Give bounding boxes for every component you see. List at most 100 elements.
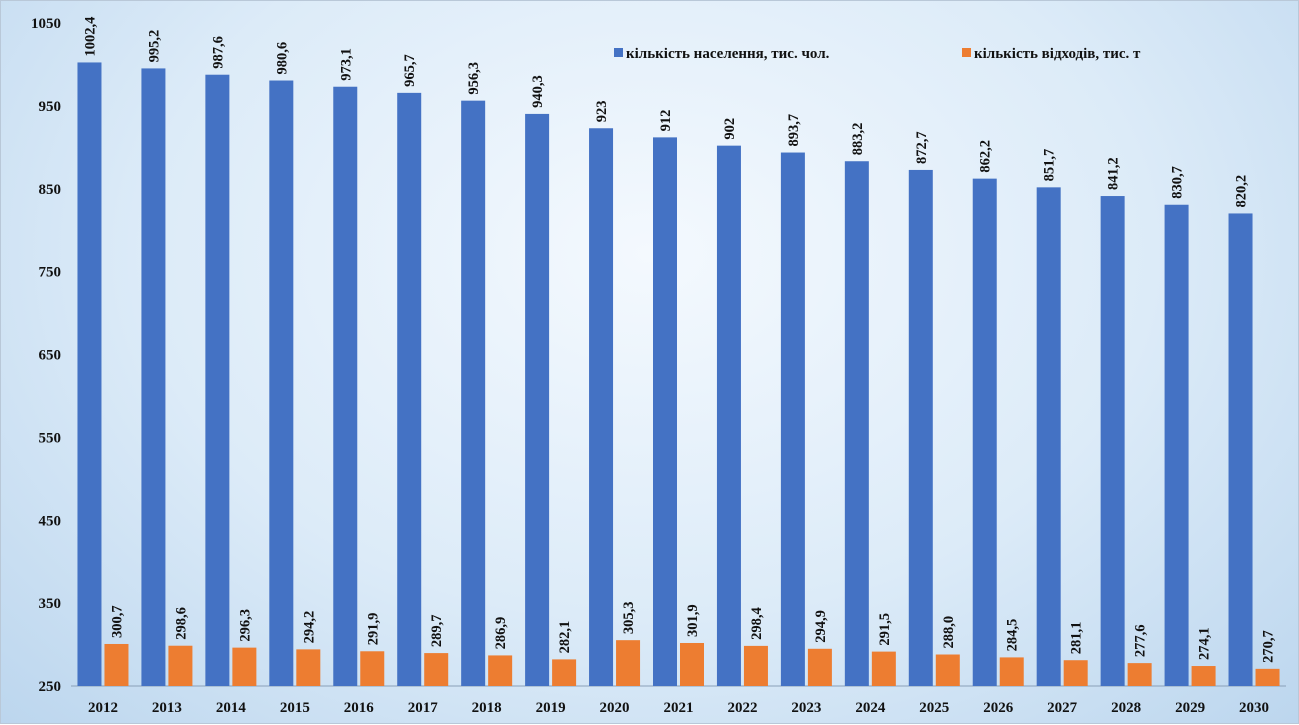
data-label-waste: 289,7 <box>429 614 445 647</box>
y-tick-label: 650 <box>39 348 62 364</box>
data-label-waste: 294,9 <box>813 610 829 643</box>
bar-population <box>77 62 102 687</box>
y-tick-label: 750 <box>39 265 62 281</box>
y-tick-label: 450 <box>39 513 62 529</box>
bar-population <box>908 169 933 686</box>
bar-waste <box>1191 666 1216 686</box>
data-label-population: 830,7 <box>1170 166 1186 199</box>
data-label-waste: 294,2 <box>301 611 317 644</box>
legend-label-waste: кількість відходів, тис. т <box>974 46 1141 62</box>
bar-population <box>397 92 422 686</box>
bar-waste <box>807 648 832 686</box>
bar-population <box>205 74 230 687</box>
bar-population <box>461 100 486 687</box>
data-label-population: 862,2 <box>978 140 994 173</box>
bar-population <box>1164 204 1189 686</box>
x-tick-label: 2026 <box>983 700 1014 716</box>
y-tick-label: 350 <box>39 596 62 612</box>
data-label-population: 923 <box>594 101 610 123</box>
bar-population <box>525 113 550 686</box>
bar-population <box>1228 213 1253 686</box>
bar-waste <box>296 649 321 686</box>
y-tick-label: 950 <box>39 99 62 115</box>
bar-waste <box>680 642 704 686</box>
bar-waste <box>1127 663 1152 686</box>
data-label-waste: 286,9 <box>493 617 509 650</box>
x-tick-label: 2012 <box>88 700 118 716</box>
data-label-population: 980,6 <box>274 42 290 75</box>
data-label-waste: 284,5 <box>1005 619 1021 652</box>
data-label-population: 965,7 <box>402 54 418 87</box>
data-labels: 1002,4 300,7 995,2 298,6 987,6 296,3 980,6 294,… <box>82 17 1276 663</box>
data-label-waste: 291,5 <box>877 613 893 646</box>
y-tick-label: 1050 <box>31 16 61 32</box>
data-label-population: 902 <box>722 118 738 140</box>
data-label-population: 987,6 <box>210 36 226 69</box>
data-label-waste: 282,1 <box>557 621 573 654</box>
bar-waste <box>999 657 1024 686</box>
legend-swatch-waste <box>962 48 971 57</box>
bar-waste <box>552 659 577 686</box>
data-label-waste: 274,1 <box>1197 627 1213 660</box>
bar-waste <box>168 645 193 686</box>
x-tick-label: 2019 <box>536 700 566 716</box>
data-label-waste: 281,1 <box>1069 622 1085 655</box>
x-tick-label: 2018 <box>472 700 502 716</box>
bar-waste <box>104 643 129 686</box>
bar-waste <box>935 654 960 686</box>
x-tick-label: 2030 <box>1239 700 1269 716</box>
bar-population <box>653 137 677 686</box>
x-tick-label: 2023 <box>791 700 821 716</box>
x-tick-label: 2016 <box>344 700 375 716</box>
x-tick-label: 2013 <box>152 700 182 716</box>
bar-waste <box>488 655 513 686</box>
data-label-waste: 277,6 <box>1133 625 1149 658</box>
y-tick-label: 850 <box>39 182 62 198</box>
x-tick-label: 2021 <box>664 700 694 716</box>
bar-waste <box>743 645 768 686</box>
data-label-waste: 305,3 <box>621 602 637 635</box>
waste-bars <box>104 640 1280 686</box>
x-tick-label: 2015 <box>280 700 310 716</box>
data-label-population: 940,3 <box>530 75 546 108</box>
y-axis: 250 350 450 550 650 750 850 950 1050 <box>31 16 1286 695</box>
bar-waste <box>232 647 257 686</box>
data-label-population: 995,2 <box>146 30 162 63</box>
data-label-population: 1002,4 <box>82 17 98 57</box>
bar-population <box>1100 196 1125 686</box>
bar-population <box>141 68 166 686</box>
x-tick-label: 2025 <box>919 700 949 716</box>
bar-waste <box>871 651 896 686</box>
data-label-waste: 270,7 <box>1261 630 1277 663</box>
data-label-population: 956,3 <box>466 62 482 95</box>
x-axis: 2012 2013 2014 2015 2016 2017 2018 2019 2020 2021… <box>88 700 1269 716</box>
data-label-population: 820,2 <box>1234 175 1250 208</box>
y-tick-label: 250 <box>39 679 62 695</box>
bar-population <box>844 161 869 687</box>
x-tick-label: 2017 <box>408 700 439 716</box>
data-label-waste: 298,4 <box>749 607 765 640</box>
bar-waste <box>360 651 385 686</box>
data-label-population: 841,2 <box>1106 157 1122 190</box>
bar-waste <box>1255 668 1280 686</box>
data-label-waste: 288,0 <box>941 616 957 649</box>
y-tick-label: 550 <box>39 430 62 446</box>
bar-population <box>269 80 294 686</box>
x-tick-label: 2027 <box>1047 700 1078 716</box>
bar-waste <box>424 653 449 686</box>
legend: кількість населення, тис. чол. кількість… <box>614 46 1141 62</box>
data-label-waste: 301,9 <box>685 604 701 637</box>
data-label-waste: 296,3 <box>237 609 253 642</box>
bar-population <box>972 178 997 686</box>
bar-population <box>333 86 358 686</box>
x-tick-label: 2020 <box>600 700 630 716</box>
x-tick-label: 2028 <box>1111 700 1141 716</box>
x-tick-label: 2022 <box>727 700 757 716</box>
data-label-population: 973,1 <box>338 48 354 81</box>
bar-population <box>1036 187 1061 686</box>
data-label-waste: 300,7 <box>109 605 125 638</box>
x-tick-label: 2014 <box>216 700 247 716</box>
legend-swatch-population <box>614 48 623 57</box>
